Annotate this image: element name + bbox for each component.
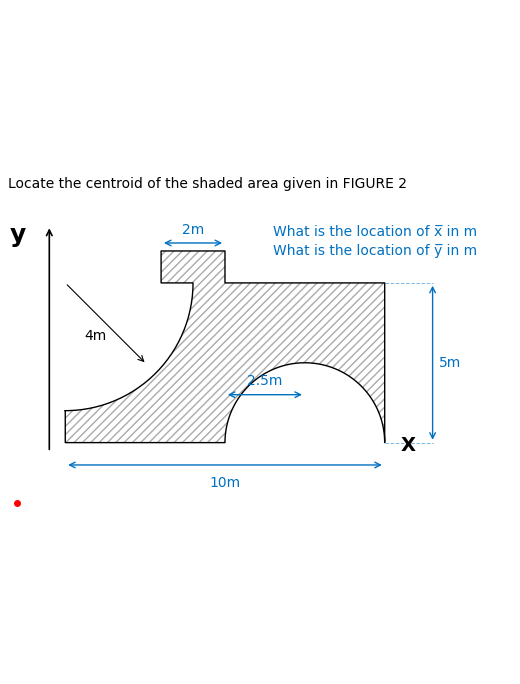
Text: 2m: 2m (182, 222, 204, 237)
Text: What is the location of x̅ in m: What is the location of x̅ in m (273, 225, 477, 239)
Text: Locate the centroid of the shaded area given in FIGURE 2: Locate the centroid of the shaded area g… (8, 178, 407, 192)
Text: 2.5m: 2.5m (247, 374, 282, 389)
Text: 4m: 4m (84, 330, 107, 343)
Text: y: y (9, 223, 25, 247)
Text: What is the location of y̅ in m: What is the location of y̅ in m (273, 244, 477, 258)
Text: 10m: 10m (210, 476, 241, 490)
Text: X: X (401, 436, 415, 456)
Polygon shape (66, 251, 385, 443)
Text: 5m: 5m (439, 356, 461, 370)
